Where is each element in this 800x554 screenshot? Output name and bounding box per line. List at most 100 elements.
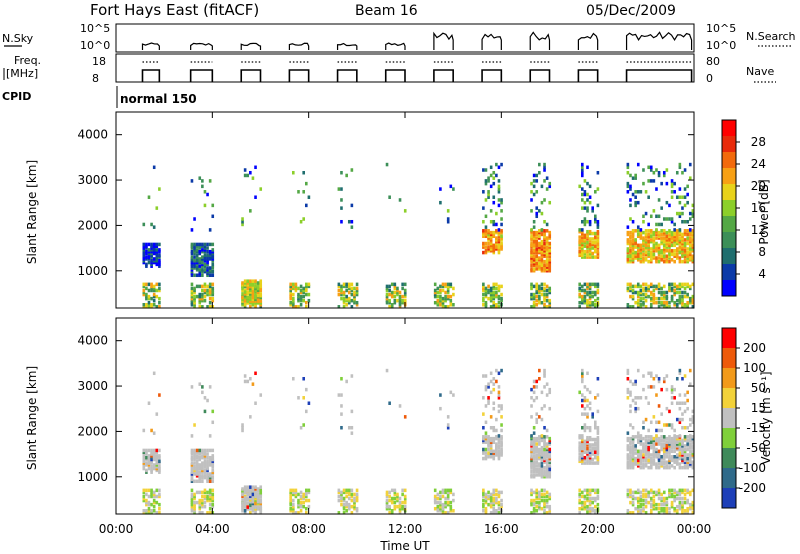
velocity-cell	[596, 443, 600, 447]
velocity-cell	[150, 455, 153, 460]
velocity-cell	[152, 509, 156, 513]
velocity-cell	[652, 455, 656, 459]
power-cell	[345, 303, 348, 307]
power-cell	[631, 243, 635, 248]
velocity-cell	[543, 460, 546, 464]
colorbar-tick-label: -100	[739, 461, 766, 475]
power-cell	[594, 249, 597, 254]
velocity-cell	[211, 496, 215, 501]
power-cell	[686, 236, 689, 240]
velocity-cell	[500, 504, 503, 509]
velocity-cell	[631, 460, 635, 464]
power-cell	[652, 296, 656, 301]
power-cell	[636, 300, 640, 305]
power-cell	[444, 294, 447, 299]
power-cell	[206, 271, 209, 276]
velocity-cell	[297, 502, 300, 507]
velocity-cell	[350, 488, 354, 493]
velocity-cell	[668, 506, 671, 511]
x-axis: 00:00 04:00 08:00 12:00 16:00 20:00 00:00	[99, 112, 711, 536]
power-cell	[393, 294, 397, 299]
power-cell	[145, 296, 148, 301]
power-cell	[649, 179, 653, 183]
power-cell	[581, 253, 584, 258]
velocity-cell	[256, 496, 260, 500]
velocity-cell	[251, 509, 255, 513]
power-cell	[668, 254, 671, 258]
velocity-cell	[629, 456, 632, 461]
colorbar-cell	[722, 136, 736, 153]
velocity-cell	[482, 456, 485, 461]
velocity-cell	[678, 451, 682, 455]
power-cell	[484, 168, 488, 172]
power-cell	[665, 305, 669, 309]
power-cell	[631, 192, 635, 197]
velocity-cell	[152, 455, 156, 460]
power-cell	[629, 241, 632, 246]
power-cell	[639, 234, 643, 238]
velocity-cell	[495, 447, 498, 452]
velocity-cell	[487, 398, 490, 403]
power-cell	[532, 225, 536, 229]
noise-panel-frame	[115, 23, 695, 53]
velocity-cell	[681, 440, 684, 444]
power-cell	[401, 300, 404, 305]
velocity-cell	[487, 494, 490, 499]
power-cell	[152, 298, 156, 303]
power-cell	[626, 241, 630, 246]
velocity-cell	[583, 406, 587, 411]
power-cell	[629, 286, 632, 291]
velocity-cell	[588, 509, 592, 513]
power-cell	[150, 222, 153, 227]
velocity-cell	[246, 498, 250, 502]
power-cell	[206, 292, 209, 297]
power-cell	[530, 238, 533, 242]
velocity-cell	[249, 490, 252, 495]
power-cell	[254, 279, 257, 283]
velocity-cell	[142, 511, 146, 515]
velocity-cell	[688, 449, 692, 454]
velocity-cell	[444, 490, 447, 495]
velocity-cell	[452, 393, 455, 397]
velocity-cell	[492, 387, 496, 392]
velocity-cell	[673, 438, 676, 443]
power-cell	[681, 219, 684, 224]
velocity-cell	[681, 438, 684, 443]
velocity-cell	[673, 436, 676, 441]
velocity-cell	[688, 368, 692, 373]
velocity-cell	[145, 511, 148, 515]
velocity-cell	[241, 423, 244, 427]
power-cell	[150, 253, 153, 258]
power-cell	[353, 290, 356, 295]
power-cell	[675, 229, 679, 233]
velocity-cell	[198, 500, 202, 505]
velocity-cell	[583, 506, 587, 511]
velocity-cell	[254, 401, 257, 405]
velocity-cell	[586, 446, 589, 451]
power-cell	[670, 258, 674, 262]
velocity-cell	[497, 455, 501, 459]
velocity-cell	[142, 498, 146, 503]
velocity-cell	[482, 494, 485, 499]
velocity-cell	[259, 488, 263, 493]
velocity-cell	[675, 458, 679, 463]
velocity-cell	[662, 379, 666, 384]
velocity-cell	[683, 465, 687, 470]
velocity-cell	[500, 449, 503, 454]
power-cell	[452, 303, 455, 307]
velocity-cell	[190, 474, 194, 478]
power-cell	[675, 234, 679, 238]
velocity-cell	[578, 445, 581, 449]
power-cell	[492, 176, 496, 180]
power-cell	[586, 181, 589, 186]
power-cell	[686, 200, 689, 205]
velocity-cell	[647, 371, 650, 376]
velocity-cell	[634, 460, 637, 464]
velocity-cell	[691, 460, 695, 464]
power-cell	[201, 264, 204, 268]
power-cell	[586, 229, 589, 234]
power-cell	[678, 187, 682, 191]
velocity-cell	[691, 420, 695, 425]
velocity-cell	[540, 449, 544, 454]
velocity-cell	[206, 452, 209, 456]
